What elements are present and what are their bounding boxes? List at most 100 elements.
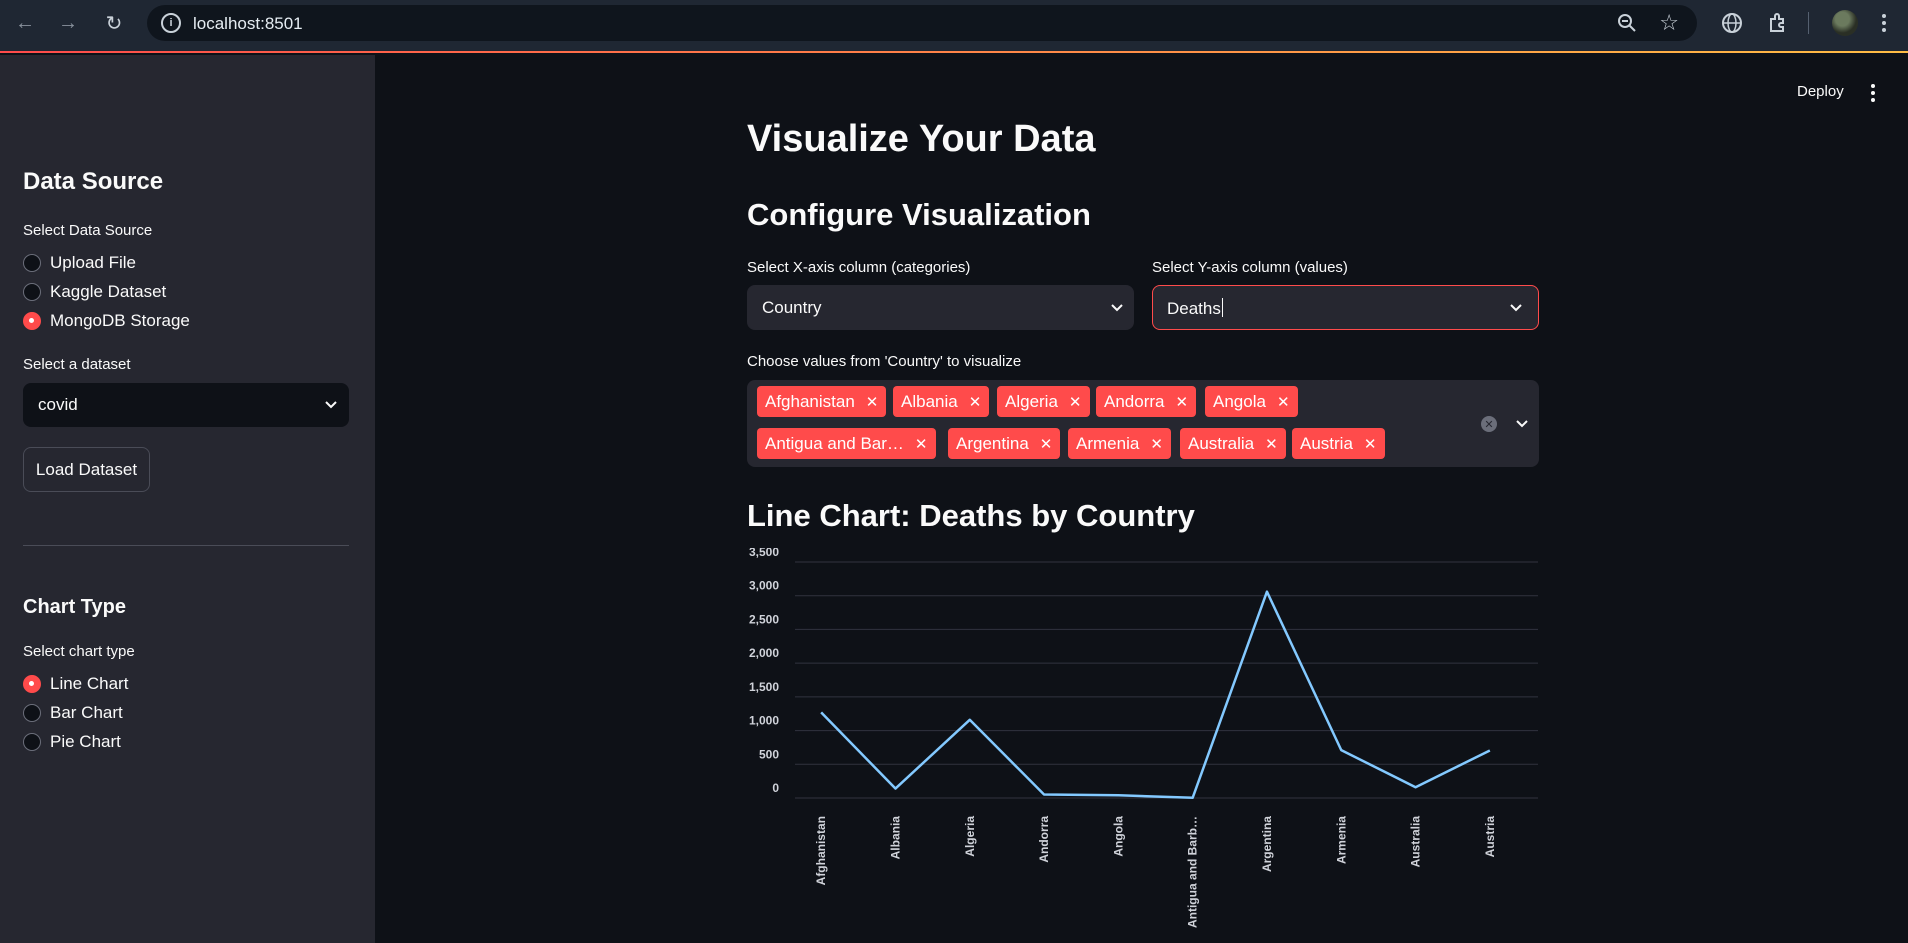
chart-type-heading: Chart Type [23,596,126,618]
radio-label: Line Chart [50,674,129,693]
radio-button[interactable] [23,254,41,272]
y-tick-label: 1,000 [749,714,779,728]
browser-toolbar: ← → ↻ i localhost:8501 ☆ [0,0,1908,53]
extensions-icon[interactable] [1766,11,1790,35]
tag-algeria[interactable]: Algeria ✕ [997,386,1090,417]
browser-menu-icon[interactable] [1874,10,1894,36]
radio-button[interactable] [23,704,41,722]
remove-tag-icon[interactable]: ✕ [1039,435,1053,453]
tag-label: Afghanistan [765,391,855,411]
x-tick-label: Austria [1483,816,1497,858]
back-icon[interactable]: ← [15,11,35,34]
remove-tag-icon[interactable]: ✕ [968,393,982,411]
chevron-down-icon [1510,304,1522,312]
x-axis-value: Country [762,298,822,317]
radio-bar-chart[interactable]: Bar Chart [23,702,123,724]
radio-button[interactable] [23,733,41,751]
sidebar-divider [23,545,349,546]
tag-afghanistan[interactable]: Afghanistan ✕ [757,386,887,417]
radio-line-chart[interactable]: Line Chart [23,673,128,695]
site-info-icon[interactable]: i [161,13,181,33]
profile-avatar[interactable] [1832,10,1858,36]
data-source-heading: Data Source [23,168,164,195]
load-dataset-button[interactable]: Load Dataset [23,447,150,492]
tag-label: Andorra [1104,391,1165,411]
remove-tag-icon[interactable]: ✕ [1175,393,1189,411]
country-multiselect[interactable]: Afghanistan ✕ Albania ✕ Algeria ✕ Andorra ✕ … [747,380,1539,467]
chevron-down-icon[interactable] [1515,417,1529,431]
select-dataset-label: Select a dataset [23,356,131,373]
tag-australia[interactable]: Australia ✕ [1180,428,1286,459]
chart-heading: Line Chart: Deaths by Country [747,498,1195,533]
configure-heading: Configure Visualization [747,197,1091,232]
remove-tag-icon[interactable]: ✕ [1276,393,1290,411]
radio-label: Bar Chart [50,703,123,722]
tag-austria[interactable]: Austria ✕ [1292,428,1385,459]
x-tick-label: Antigua and Barb… [1186,816,1200,928]
tag-antigua-and-barbuda[interactable]: Antigua and Bar… ✕ [757,428,936,459]
radio-button-selected[interactable] [23,675,41,693]
bookmark-star-icon[interactable]: ☆ [1659,10,1679,35]
x-axis-select[interactable]: Country [747,285,1134,330]
tag-label: Albania [901,391,958,411]
y-axis-value: Deaths [1167,299,1221,318]
chevron-down-icon [325,401,337,409]
tag-label: Algeria [1005,391,1058,411]
clear-all-icon[interactable]: ✕ [1481,416,1497,432]
remove-tag-icon[interactable]: ✕ [1068,393,1082,411]
tag-label: Armenia [1076,433,1140,453]
radio-label: Upload File [50,253,136,272]
remove-tag-icon[interactable]: ✕ [1363,435,1377,453]
y-tick-label: 2,000 [749,646,779,660]
tag-angola[interactable]: Angola ✕ [1205,386,1298,417]
reload-icon[interactable]: ↻ [105,12,123,35]
tag-albania[interactable]: Albania ✕ [893,386,990,417]
zoom-icon[interactable] [1615,11,1639,35]
address-bar[interactable]: i localhost:8501 ☆ [147,5,1697,41]
sidebar: Data Source Select Data Source Upload Fi… [0,55,375,943]
dataset-select-value: covid [38,395,78,414]
multiselect-label: Choose values from 'Country' to visualiz… [747,353,1022,370]
radio-upload-file[interactable]: Upload File [23,252,136,274]
radio-mongodb-storage[interactable]: MongoDB Storage [23,310,190,332]
x-tick-label: Argentina [1260,816,1274,872]
radio-label: Kaggle Dataset [50,282,167,301]
x-tick-label: Albania [888,816,902,860]
x-tick-label: Afghanistan [814,816,828,885]
globe-icon[interactable] [1720,11,1744,35]
remove-tag-icon[interactable]: ✕ [1150,435,1163,453]
remove-tag-icon[interactable]: ✕ [1265,435,1278,453]
forward-icon[interactable]: → [58,11,78,34]
toolbar-divider [1808,12,1809,34]
line-chart: 0 500 1,000 1,500 2,000 2,500 3,000 3,500 Afghan… [749,548,1538,928]
dataset-select[interactable]: covid [23,383,349,427]
chevron-down-icon [1111,304,1123,312]
radio-pie-chart[interactable]: Pie Chart [23,731,121,753]
radio-label: Pie Chart [50,732,121,751]
remove-tag-icon[interactable]: ✕ [914,435,928,453]
tag-argentina[interactable]: Argentina ✕ [948,428,1061,459]
y-tick-label: 3,000 [749,579,779,593]
x-tick-label: Australia [1409,816,1423,868]
y-axis-select[interactable]: Deaths [1152,285,1539,330]
radio-kaggle-dataset[interactable]: Kaggle Dataset [23,281,166,303]
select-data-source-label: Select Data Source [23,222,153,239]
tag-andorra[interactable]: Andorra ✕ [1096,386,1197,417]
tag-armenia[interactable]: Armenia ✕ [1068,428,1171,459]
y-tick-label: 2,500 [749,612,779,626]
deploy-button[interactable]: Deploy [1797,83,1844,100]
x-tick-label: Algeria [963,816,977,857]
y-axis-label: Select Y-axis column (values) [1152,259,1348,276]
main-menu-icon[interactable] [1868,84,1878,102]
x-axis-label: Select X-axis column (categories) [747,259,971,276]
tag-label: Antigua and Bar… [765,433,904,453]
remove-tag-icon[interactable]: ✕ [865,393,879,411]
y-axis-value-wrapper: Deaths [1167,298,1223,319]
x-tick-label: Andorra [1037,816,1051,863]
y-tick-label: 500 [759,747,779,761]
select-chart-type-label: Select chart type [23,643,135,660]
y-tick-label: 3,500 [749,548,779,559]
radio-button-selected[interactable] [23,312,41,330]
y-tick-label: 1,500 [749,680,779,694]
radio-button[interactable] [23,283,41,301]
